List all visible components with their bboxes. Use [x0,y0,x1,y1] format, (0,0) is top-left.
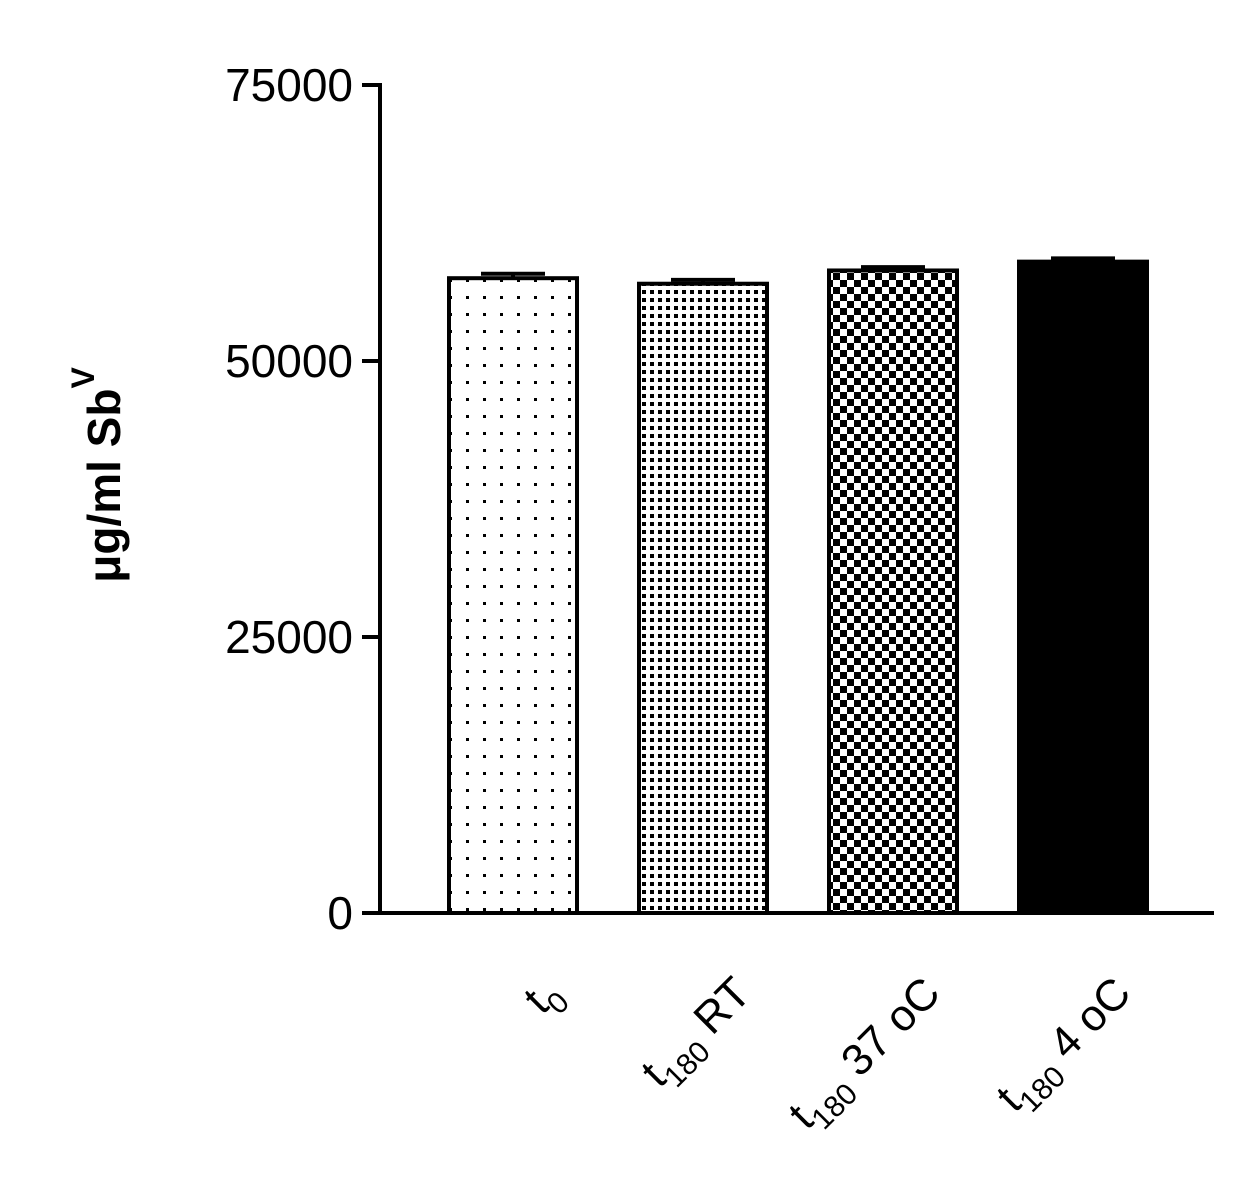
y-axis-title-superscript: V [65,367,101,389]
bar [637,281,769,916]
bars-group [447,256,1149,916]
y-axis-title-text: μg/ml Sb [78,388,130,583]
y-tick-label: 0 [327,887,353,939]
y-tick-label: 75000 [225,59,353,111]
y-tick-label: 25000 [225,611,353,663]
bar [447,276,579,915]
bar [1017,259,1149,915]
y-ticks-group: 0 25000 50000 75000 [225,59,380,939]
y-tick-label: 50000 [225,335,353,387]
axes-group [378,83,1214,915]
bar [827,268,959,915]
